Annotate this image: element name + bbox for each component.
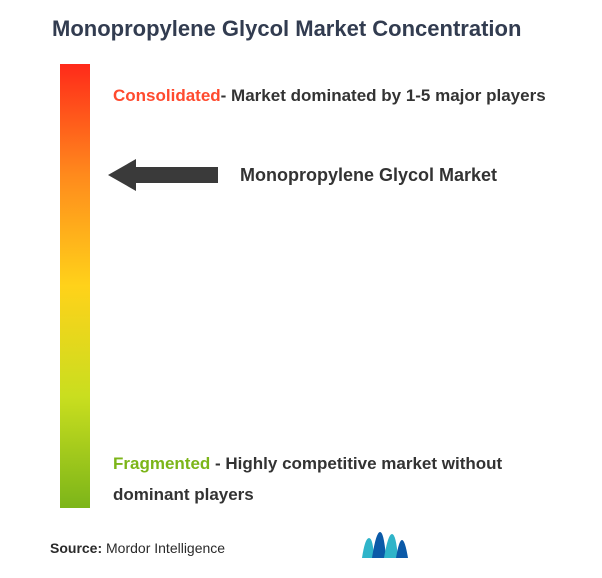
mordor-logo-icon <box>362 532 408 558</box>
source-attribution: Source: Mordor Intelligence <box>50 540 225 556</box>
market-name-label: Monopropylene Glycol Market <box>240 165 497 186</box>
source-value: Mordor Intelligence <box>106 540 225 556</box>
concentration-gradient-bar <box>60 64 90 508</box>
market-position-marker: Monopropylene Glycol Market <box>108 155 497 195</box>
arrow-left-icon <box>108 155 218 195</box>
consolidated-desc: - Market dominated by 1-5 major players <box>221 86 546 105</box>
chart-title: Monopropylene Glycol Market Concentratio… <box>52 16 521 42</box>
source-label: Source: <box>50 540 102 556</box>
consolidated-keyword: Consolidated <box>113 86 221 105</box>
consolidated-label: Consolidated- Market dominated by 1-5 ma… <box>113 80 562 111</box>
fragmented-label: Fragmented - Highly competitive market w… <box>113 448 562 511</box>
fragmented-keyword: Fragmented <box>113 454 210 473</box>
